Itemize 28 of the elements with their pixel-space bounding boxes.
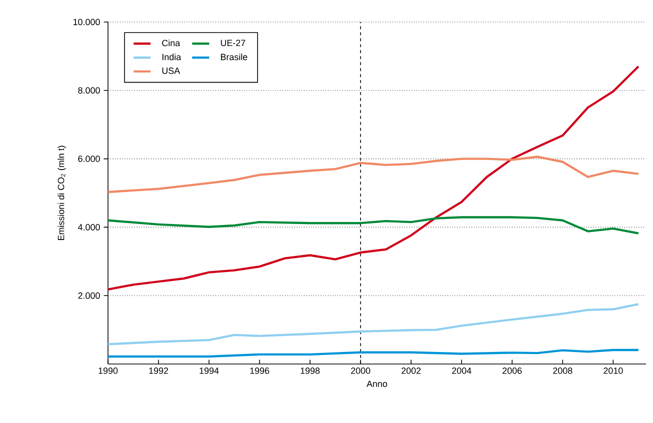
legend-label: India	[162, 54, 182, 60]
y-tick-label: 6.000	[78, 156, 100, 162]
x-tick-label: 1998	[300, 368, 320, 374]
x-tick-label: 2008	[553, 368, 572, 374]
x-tick-label: 1990	[98, 368, 118, 374]
line-series	[106, 216, 640, 234]
y-axis-title: Emissioni di CO$_{2}$ (mln t)	[58, 146, 66, 240]
x-tick-label: 1992	[149, 368, 168, 374]
y-tick-label: 8.000	[78, 87, 100, 94]
line-series	[106, 303, 640, 346]
x-tick-label: 1994	[200, 368, 219, 374]
line-series	[106, 156, 640, 194]
line-series	[106, 348, 640, 358]
x-axis-title: Anno	[366, 380, 388, 387]
x-tick-label: 1996	[250, 368, 270, 374]
legend-label: Brasile	[220, 54, 248, 60]
x-tick-label: 2004	[452, 368, 472, 374]
y-tick-label: 2.000	[78, 292, 100, 299]
legend-label: Cina	[162, 40, 180, 46]
x-tick-label: 2010	[604, 368, 623, 374]
x-tick-label: 2006	[502, 368, 522, 374]
legend-label: USA	[162, 68, 180, 74]
x-tick-label: 2002	[402, 368, 421, 374]
y-tick-label: 10.000	[73, 18, 100, 26]
y-tick-label: 4.000	[78, 224, 100, 230]
x-tick-label: 2000	[351, 368, 370, 374]
legend-label: UE-27	[220, 40, 246, 46]
line-series	[106, 65, 640, 291]
